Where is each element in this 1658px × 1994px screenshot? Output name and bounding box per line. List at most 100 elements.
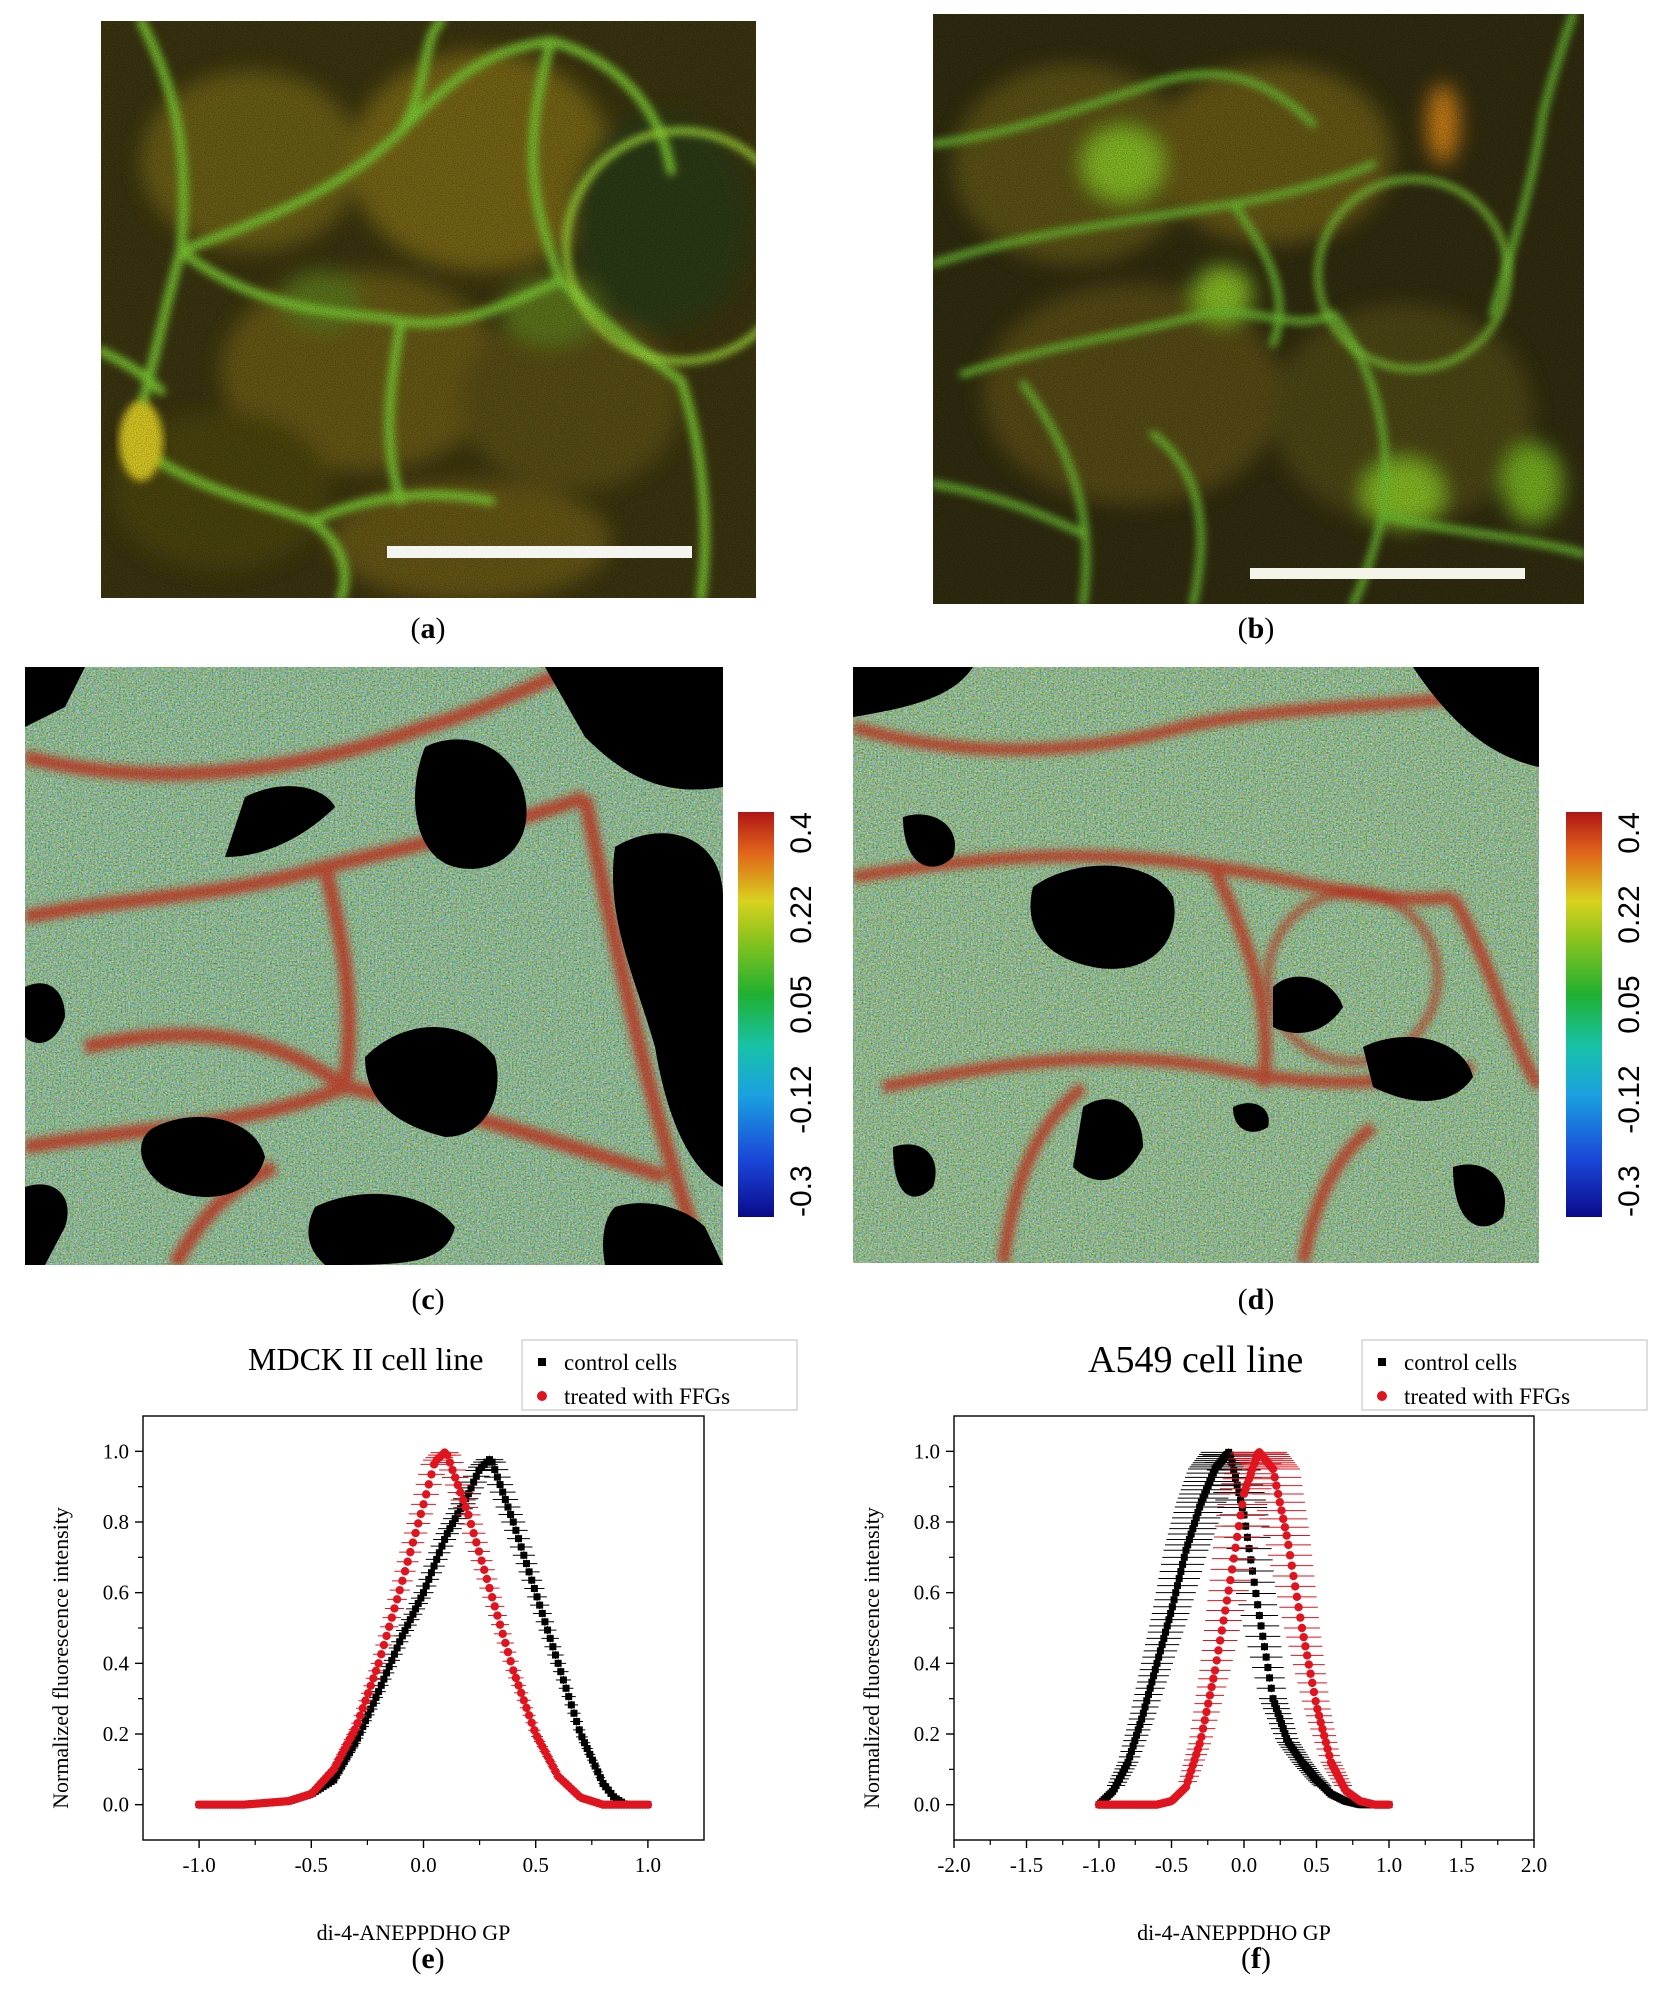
data-point bbox=[1184, 1541, 1192, 1549]
data-point bbox=[1129, 1742, 1137, 1750]
data-point bbox=[1221, 1606, 1230, 1615]
data-point bbox=[453, 1480, 463, 1490]
data-point bbox=[1323, 1744, 1332, 1754]
data-point bbox=[1268, 1464, 1278, 1474]
colorbar-tick: -0.3 bbox=[1613, 1165, 1646, 1217]
y-tick-label: 0.6 bbox=[914, 1581, 940, 1605]
data-point bbox=[430, 1562, 438, 1570]
data-point bbox=[332, 1771, 340, 1779]
data-point bbox=[351, 1739, 359, 1747]
data-point bbox=[1141, 1703, 1149, 1711]
data-point bbox=[346, 1748, 354, 1756]
data-point bbox=[498, 1629, 507, 1639]
data-point bbox=[363, 1689, 373, 1698]
data-point bbox=[464, 1510, 473, 1520]
data-point bbox=[562, 1684, 570, 1692]
data-point bbox=[443, 1450, 452, 1460]
data-point bbox=[1143, 1697, 1151, 1705]
data-point bbox=[565, 1693, 573, 1701]
data-point bbox=[377, 1681, 385, 1689]
data-point bbox=[1133, 1731, 1141, 1739]
data-point bbox=[1285, 1551, 1295, 1560]
data-point bbox=[525, 1568, 533, 1576]
data-point bbox=[1280, 1522, 1290, 1532]
data-point bbox=[1294, 1603, 1303, 1612]
data-point bbox=[517, 1543, 525, 1551]
y-axis-label: Normalized fluorescence intensity bbox=[48, 1507, 73, 1809]
data-point bbox=[1173, 1582, 1181, 1590]
legend-label: treated with FFGs bbox=[564, 1384, 730, 1409]
data-point bbox=[420, 1589, 427, 1597]
data-point bbox=[379, 1640, 389, 1650]
data-point bbox=[1284, 1540, 1293, 1550]
data-point bbox=[1250, 1578, 1258, 1586]
data-point bbox=[1179, 1560, 1187, 1568]
x-tick-label: 2.0 bbox=[1521, 1853, 1547, 1877]
x-tick-label: 0.5 bbox=[1303, 1853, 1329, 1877]
data-point bbox=[1282, 1531, 1291, 1540]
data-point bbox=[403, 1557, 412, 1566]
y-tick-label: 0.4 bbox=[103, 1651, 130, 1675]
data-point bbox=[369, 1674, 378, 1683]
data-point bbox=[1167, 1609, 1175, 1617]
x-tick-label: 1.0 bbox=[1376, 1853, 1402, 1877]
series-treated bbox=[1094, 1448, 1394, 1809]
data-point bbox=[406, 1547, 415, 1557]
data-point bbox=[496, 1481, 504, 1489]
data-point bbox=[458, 1495, 468, 1505]
data-point bbox=[1162, 1628, 1170, 1636]
data-point bbox=[1226, 1575, 1235, 1585]
data-point bbox=[493, 1611, 502, 1620]
data-point bbox=[1210, 1666, 1220, 1675]
data-point bbox=[451, 1515, 459, 1523]
data-point bbox=[1204, 1482, 1212, 1490]
data-point bbox=[541, 1618, 549, 1626]
data-point bbox=[1283, 1735, 1291, 1743]
legend-marker bbox=[538, 1358, 546, 1366]
data-point bbox=[1247, 1556, 1255, 1564]
data-point bbox=[380, 1675, 388, 1683]
data-point bbox=[1273, 1489, 1283, 1499]
data-point bbox=[1180, 1553, 1188, 1561]
data-point bbox=[361, 1696, 370, 1705]
data-point bbox=[594, 1768, 602, 1776]
data-point bbox=[1270, 1473, 1279, 1482]
data-point bbox=[443, 1530, 451, 1538]
panel-label-a: (a) bbox=[410, 612, 446, 645]
data-point bbox=[1313, 1704, 1322, 1714]
data-point bbox=[1194, 1508, 1202, 1516]
data-point bbox=[1318, 1724, 1327, 1734]
data-point bbox=[506, 1657, 515, 1666]
data-point bbox=[1224, 1586, 1233, 1595]
x-tick-label: 0.5 bbox=[523, 1853, 549, 1877]
colorbar-gradient bbox=[1566, 812, 1602, 1217]
gp-map-d bbox=[853, 667, 1539, 1263]
data-point bbox=[536, 1601, 544, 1609]
data-point bbox=[412, 1605, 420, 1613]
panel-label-d: (d) bbox=[1237, 1283, 1275, 1316]
data-point bbox=[552, 1651, 559, 1659]
data-point bbox=[387, 1613, 397, 1622]
data-point bbox=[395, 1585, 404, 1595]
colorbar-tick: -0.12 bbox=[785, 1065, 818, 1134]
data-point bbox=[377, 1649, 386, 1659]
chart-f: A549 cell line -2.0 -1.5 -1.0 -0.5 0.0 0.5 1.0 1… bbox=[830, 1330, 1658, 1945]
data-point bbox=[1187, 1530, 1195, 1538]
data-point bbox=[427, 1470, 436, 1479]
data-point bbox=[396, 1638, 404, 1646]
colorbar-tick-labels: -0.3 -0.12 0.05 0.22 0.4 bbox=[1610, 812, 1650, 1217]
data-point bbox=[372, 1693, 380, 1701]
chart-title: MDCK II cell line bbox=[248, 1341, 484, 1377]
data-point bbox=[411, 1528, 420, 1538]
y-tick-label: 0.4 bbox=[914, 1651, 941, 1675]
data-point bbox=[485, 1583, 494, 1593]
data-point bbox=[1189, 1525, 1197, 1533]
legend-label: treated with FFGs bbox=[1404, 1384, 1570, 1409]
data-point bbox=[1206, 1477, 1214, 1485]
x-tick-label: 1.0 bbox=[635, 1853, 661, 1877]
gp-map-c bbox=[25, 667, 723, 1265]
data-point bbox=[515, 1535, 523, 1543]
y-tick-label: 0.0 bbox=[103, 1793, 129, 1817]
data-point bbox=[472, 1472, 480, 1480]
data-point bbox=[557, 1668, 565, 1676]
